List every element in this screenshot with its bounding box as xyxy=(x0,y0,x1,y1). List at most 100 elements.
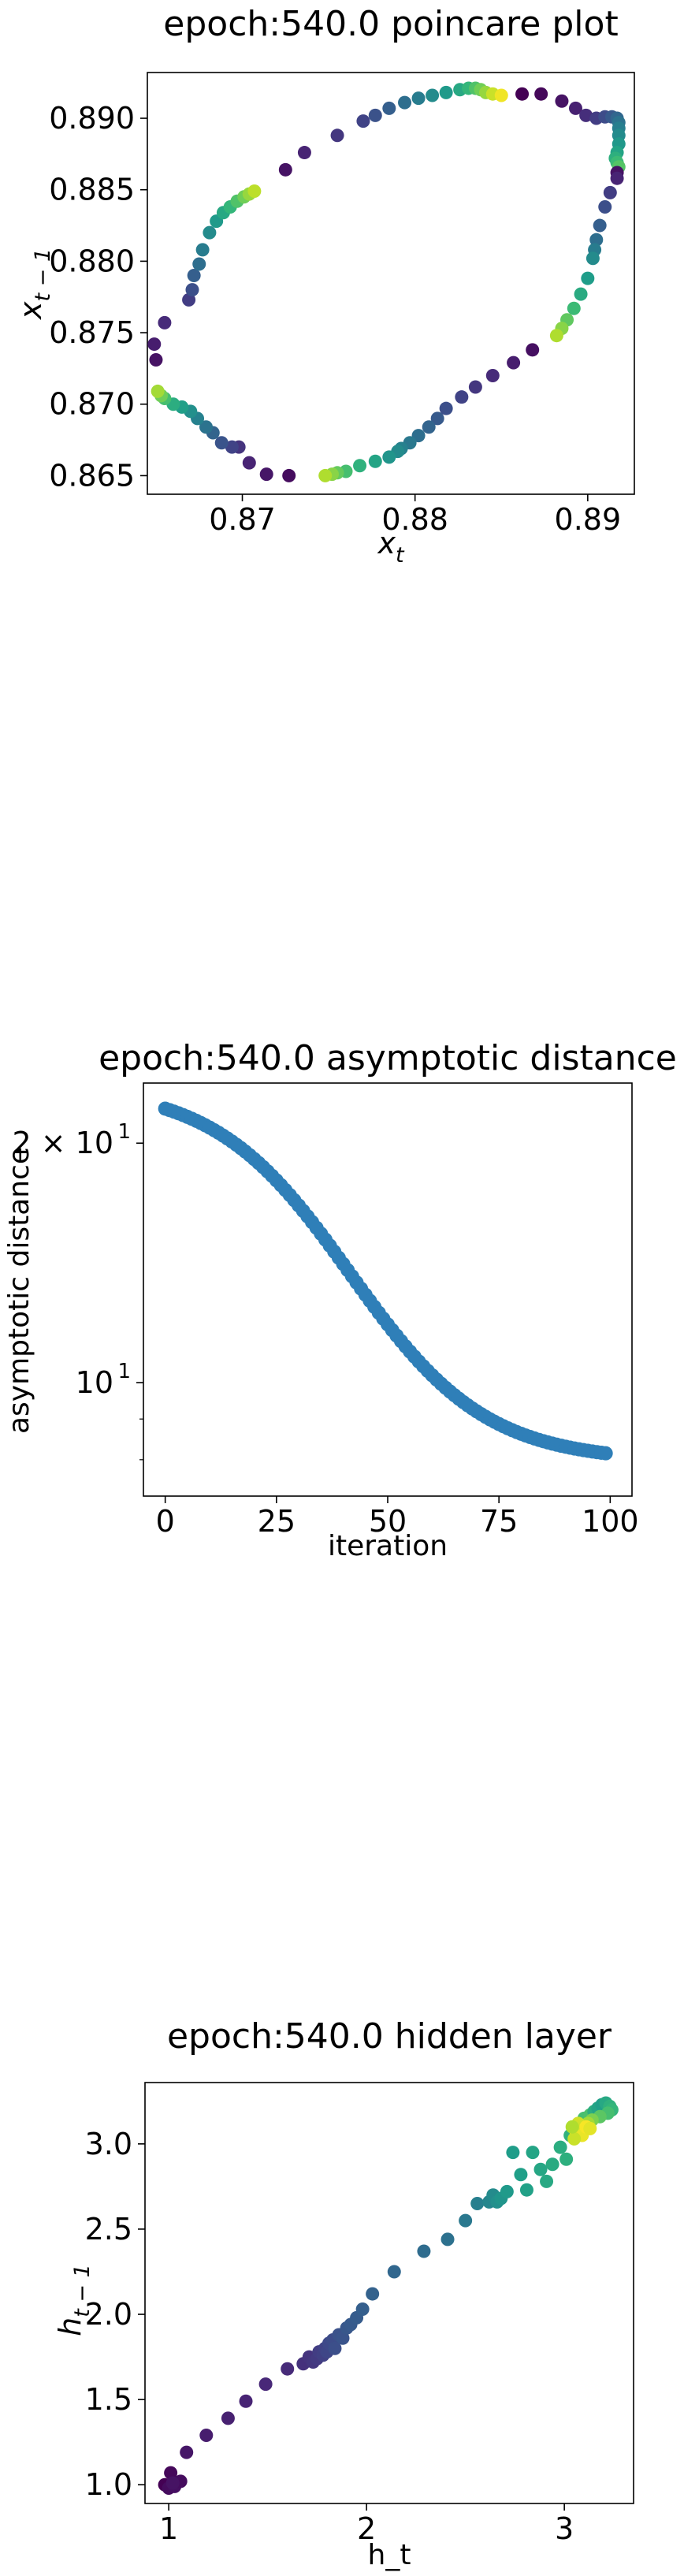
asym-axes-frame xyxy=(143,1082,633,1497)
hidden-point xyxy=(239,2394,253,2408)
hidden-xtick-label: 1 xyxy=(159,2511,178,2546)
poincare-ytick-label: 0.890 xyxy=(49,101,135,136)
poincare-plot-chart: epoch:540.0 poincare plot 0.87 0.88 0.89 0.8… xyxy=(13,4,635,568)
hidden-point xyxy=(281,2362,295,2376)
hidden-xtick-label: 2 xyxy=(357,2511,376,2546)
poincare-point xyxy=(603,185,617,199)
poincare-point xyxy=(507,356,521,370)
hidden-axes-frame xyxy=(144,2082,634,2504)
hidden-ytick-label: 1.5 xyxy=(85,2382,132,2417)
asym-xtick-label: 0 xyxy=(156,1504,175,1539)
poincare-point xyxy=(485,368,500,382)
poincare-point xyxy=(297,146,311,160)
poincare-point xyxy=(555,94,569,108)
poincare-point xyxy=(494,88,508,102)
hidden-point xyxy=(164,2466,178,2480)
hidden-point xyxy=(199,2429,214,2443)
hidden-ytick-label: 1.0 xyxy=(85,2467,132,2502)
poincare-point xyxy=(422,420,436,434)
poincare-point xyxy=(411,91,426,106)
poincare-point xyxy=(247,184,262,199)
poincare-point xyxy=(515,87,530,101)
poincare-point xyxy=(439,401,453,415)
poincare-point xyxy=(581,271,595,285)
asym-xtick-label: 100 xyxy=(582,1504,639,1539)
poincare-point xyxy=(368,108,382,122)
poincare-point xyxy=(225,440,239,454)
poincare-point xyxy=(185,283,199,297)
poincare-ytick-label: 0.880 xyxy=(49,244,135,278)
asym-point xyxy=(598,1446,613,1461)
hidden-point xyxy=(459,2213,473,2228)
hidden-ytick-label: 2.5 xyxy=(85,2212,132,2247)
hidden-point xyxy=(526,2146,540,2160)
poincare-point xyxy=(455,390,469,404)
poincare-point xyxy=(589,233,604,247)
hidden-point xyxy=(514,2168,528,2182)
poincare-point xyxy=(259,467,273,482)
hidden-point xyxy=(553,2140,567,2154)
poincare-ylabel: xt − 1 xyxy=(13,248,55,320)
asym-ylabel: asymptotic distance xyxy=(3,1147,35,1434)
hidden-point xyxy=(500,2184,514,2198)
hidden-point xyxy=(355,2302,370,2317)
asym-xtick-label: 25 xyxy=(258,1504,296,1539)
asym-xlabel: iteration xyxy=(328,1530,448,1562)
poincare-point xyxy=(382,450,396,464)
hidden-point xyxy=(540,2174,554,2188)
hidden-point xyxy=(567,2131,582,2146)
poincare-ytick-label: 0.865 xyxy=(49,458,135,493)
hidden-point xyxy=(506,2146,520,2160)
hidden-point xyxy=(258,2377,273,2392)
hidden-point xyxy=(180,2445,194,2459)
poincare-point xyxy=(356,114,370,128)
poincare-point xyxy=(585,251,600,266)
hidden-point xyxy=(519,2183,533,2197)
asym-ytick-exponent: 1 xyxy=(117,1360,131,1383)
hidden-ylabel: ht − 1 xyxy=(53,2264,95,2336)
poincare-point xyxy=(567,301,581,315)
asym-xtick-label: 75 xyxy=(480,1504,518,1539)
poincare-xtick-label: 0.88 xyxy=(381,502,448,537)
poincare-xtick-label: 0.89 xyxy=(555,502,622,537)
hidden-point xyxy=(336,2331,350,2345)
poincare-point xyxy=(151,384,165,398)
poincare-plot-figure: epoch:540.0 poincare plot 0.87 0.88 0.89 0.8… xyxy=(0,0,684,858)
poincare-point xyxy=(574,287,588,301)
poincare-ytick-label: 0.870 xyxy=(49,387,135,422)
poincare-point xyxy=(593,218,607,233)
poincare-point xyxy=(439,85,453,99)
poincare-point xyxy=(195,243,210,257)
poincare-ytick-label: 0.885 xyxy=(49,173,135,207)
poincare-point xyxy=(278,162,292,177)
hidden-point xyxy=(366,2287,380,2301)
poincare-point xyxy=(368,454,382,468)
poincare-point xyxy=(579,108,593,122)
asym-xtick-label: 50 xyxy=(369,1504,407,1539)
poincare-point xyxy=(534,87,548,101)
poincare-point xyxy=(468,380,482,394)
poincare-point xyxy=(330,128,344,143)
poincare-point xyxy=(147,337,162,352)
poincare-point xyxy=(610,171,624,185)
poincare-point xyxy=(242,456,256,470)
asymptotic-distance-figure: epoch:540.0 asymptotic distance 0 25 50 75 10… xyxy=(0,858,684,1717)
hidden-point xyxy=(583,2121,597,2135)
poincare-point xyxy=(214,436,229,450)
hidden-xtick-label: 3 xyxy=(555,2511,574,2546)
poincare-ytick-label: 0.875 xyxy=(49,315,135,350)
poincare-xtick-label: 0.87 xyxy=(209,502,276,537)
asymptotic-distance-chart: epoch:540.0 asymptotic distance 0 25 50 75 10… xyxy=(3,1038,677,1562)
poincare-point xyxy=(192,257,206,271)
asym-ytick-label: 2 × 10 xyxy=(12,1126,113,1160)
poincare-point xyxy=(353,459,367,473)
poincare-point xyxy=(430,411,444,426)
poincare-point xyxy=(382,101,396,115)
poincare-point xyxy=(282,468,296,482)
hidden-point xyxy=(470,2196,485,2210)
hidden-point xyxy=(533,2162,548,2176)
hidden-point xyxy=(387,2265,401,2279)
hidden-layer-chart: epoch:540.0 hidden layer 1 2 3 1.0 1.5 2.0 2.5 3… xyxy=(53,2016,634,2571)
hidden-point xyxy=(545,2157,559,2172)
hidden-point xyxy=(441,2232,455,2247)
